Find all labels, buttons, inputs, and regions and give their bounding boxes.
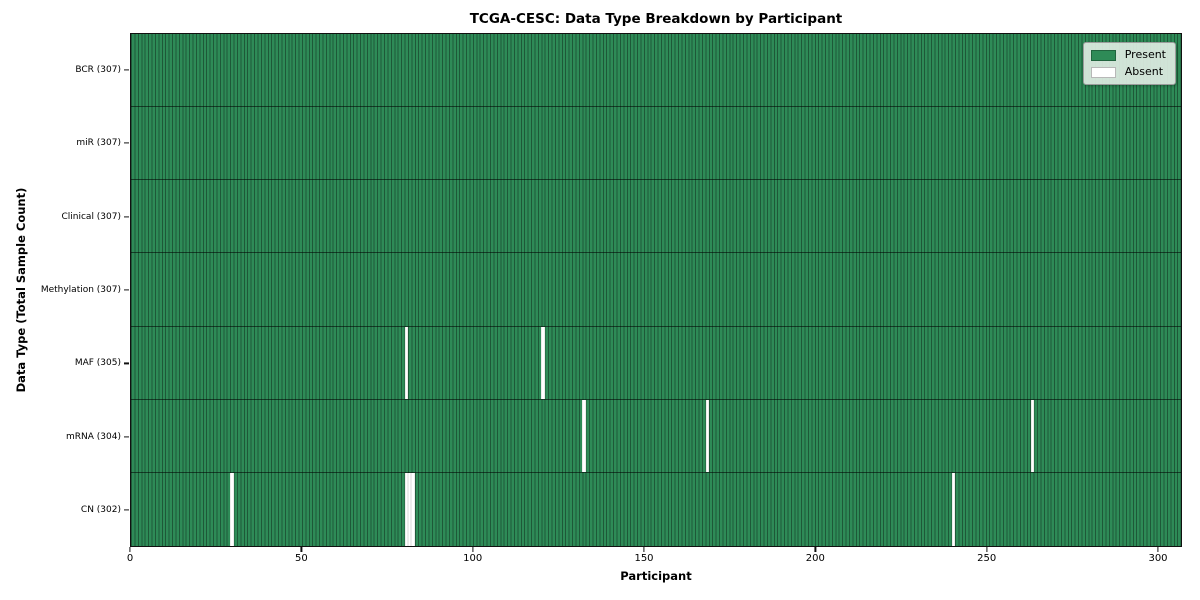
chart-title: TCGA-CESC: Data Type Breakdown by Partic… bbox=[469, 11, 843, 27]
legend: Present Absent bbox=[1082, 42, 1176, 85]
y-tick-mark bbox=[124, 69, 129, 71]
x-tick-label-100: 100 bbox=[463, 553, 483, 564]
row-clinical bbox=[131, 180, 1181, 254]
legend-label-present: Present bbox=[1124, 48, 1166, 61]
y-tick-mark bbox=[124, 142, 129, 144]
legend-item-absent: Absent bbox=[1090, 65, 1166, 78]
y-tick-label-clinical: Clinical (307) bbox=[61, 211, 121, 222]
legend-label-absent: Absent bbox=[1124, 65, 1164, 78]
absent-cell-mrna-132 bbox=[582, 399, 586, 472]
absent-cell-mrna-168 bbox=[705, 399, 709, 472]
x-tick-label-250: 250 bbox=[977, 553, 997, 564]
present-swatch-icon bbox=[1090, 49, 1116, 61]
row-maf bbox=[131, 326, 1181, 400]
heatmap-plot-area: Present Absent bbox=[130, 33, 1182, 547]
row-mir bbox=[131, 107, 1181, 181]
absent-cell-cn-80 bbox=[404, 472, 409, 546]
y-tick-mark bbox=[124, 509, 129, 511]
x-tick-mark bbox=[129, 547, 131, 552]
y-tick-label-cn: CN (302) bbox=[80, 505, 121, 516]
y-axis-title: Data Type (Total Sample Count) bbox=[14, 187, 28, 393]
absent-cell-cn-81 bbox=[408, 472, 412, 546]
absent-swatch-icon bbox=[1090, 66, 1116, 78]
absent-cell-cn-29 bbox=[230, 472, 234, 546]
row-mrna bbox=[131, 399, 1181, 473]
y-tick-mark bbox=[124, 215, 129, 218]
x-tick-mark bbox=[1157, 547, 1159, 552]
x-tick-label-200: 200 bbox=[805, 553, 825, 564]
y-tick-mark bbox=[124, 436, 129, 438]
x-tick-label-150: 150 bbox=[634, 553, 654, 564]
absent-cell-mrna-263 bbox=[1030, 399, 1034, 472]
y-tick-label-mir: miR (307) bbox=[76, 138, 121, 149]
x-tick-label-50: 50 bbox=[294, 553, 308, 564]
y-tick-mark bbox=[124, 362, 129, 365]
absent-cell-cn-240 bbox=[951, 472, 956, 546]
y-tick-label-mrna: mRNA (304) bbox=[66, 431, 121, 442]
x-tick-label-300: 300 bbox=[1148, 553, 1168, 564]
x-tick-mark bbox=[472, 547, 474, 552]
x-tick-mark bbox=[986, 547, 988, 552]
x-tick-mark bbox=[643, 547, 645, 552]
y-tick-mark bbox=[124, 289, 129, 291]
absent-cell-maf-120 bbox=[541, 326, 545, 399]
y-tick-label-methylation: Methylation (307) bbox=[40, 285, 121, 295]
x-tick-mark bbox=[814, 547, 816, 552]
absent-cell-cn-82 bbox=[411, 472, 415, 546]
y-tick-label-bcr: BCR (307) bbox=[75, 64, 121, 75]
row-cn bbox=[131, 472, 1181, 546]
absent-cell-maf-80 bbox=[404, 326, 409, 399]
row-methylation bbox=[131, 253, 1181, 327]
y-tick-label-maf: MAF (305) bbox=[74, 358, 121, 369]
row-bcr bbox=[131, 34, 1181, 108]
x-tick-mark bbox=[300, 547, 302, 552]
legend-item-present: Present bbox=[1090, 48, 1166, 61]
x-tick-label-0: 0 bbox=[126, 553, 134, 564]
x-axis-title: Participant bbox=[620, 569, 692, 583]
